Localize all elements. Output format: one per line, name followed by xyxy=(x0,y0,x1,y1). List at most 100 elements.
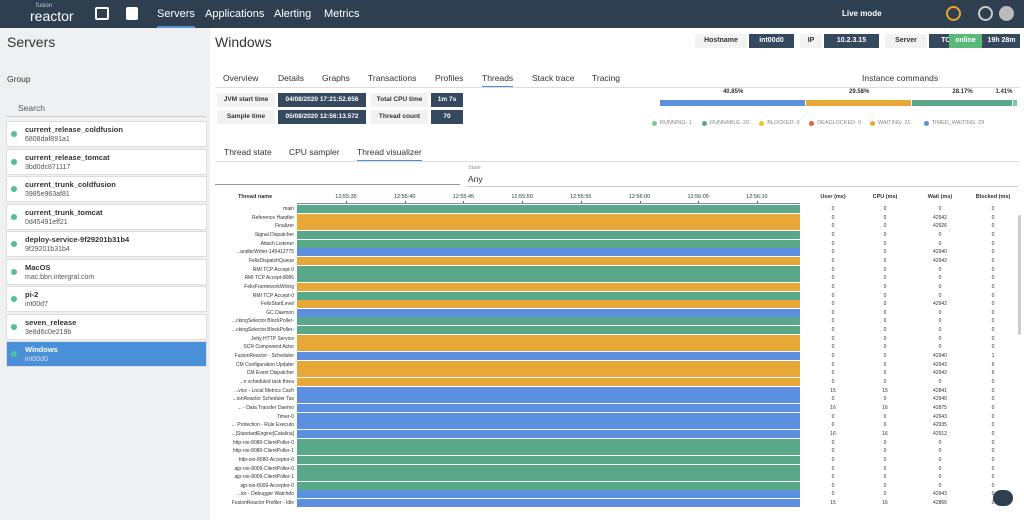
thread-metric: 0 xyxy=(831,309,835,316)
thread-metric: 0 xyxy=(991,439,995,446)
help-icon[interactable] xyxy=(978,6,993,21)
thread-name: ...tor - Debugger Watchdo xyxy=(236,491,294,498)
thread-metric: 0 xyxy=(831,283,835,290)
thread-metric: 0 xyxy=(883,413,887,420)
clock-icon[interactable] xyxy=(946,6,961,21)
server-item[interactable] xyxy=(6,148,207,175)
search-box[interactable] xyxy=(215,170,460,185)
thread-metric: 42942 xyxy=(933,370,947,377)
thread-metric: 0 xyxy=(831,439,835,446)
nav-item[interactable]: Applications xyxy=(205,8,265,20)
subtab[interactable]: Thread state xyxy=(224,147,272,157)
thread-name: http-nio-8080-ClientPoller-0 xyxy=(232,439,294,446)
server-item[interactable] xyxy=(6,341,207,367)
thread-metric: 0 xyxy=(991,335,995,342)
col-header: User (ms) xyxy=(820,194,846,200)
tab[interactable]: Stack trace xyxy=(532,73,575,83)
thread-metric: 0 xyxy=(831,465,835,472)
time-axis xyxy=(297,203,800,204)
instance-commands[interactable]: Instance commands xyxy=(862,73,939,83)
chat-button[interactable] xyxy=(993,490,1013,506)
tab[interactable]: Tracing xyxy=(592,73,621,83)
thread-name: ajp-nio-8009-ClientPoller-0 xyxy=(234,465,294,472)
nav-item[interactable]: Alerting xyxy=(274,8,312,20)
nav-item[interactable]: Metrics xyxy=(324,8,360,20)
tab[interactable]: Graphs xyxy=(322,73,350,83)
tab[interactable]: Details xyxy=(278,73,304,83)
thread-name: Finalizer xyxy=(275,223,294,230)
status: online xyxy=(949,34,982,48)
search-label[interactable]: Search xyxy=(18,103,45,113)
server-item[interactable] xyxy=(6,231,207,257)
thread-metric: 0 xyxy=(991,318,995,325)
server-item[interactable] xyxy=(6,203,207,230)
thread-metric: 0 xyxy=(938,335,942,342)
thread-name: SCR Component Actor xyxy=(243,344,294,351)
avatar[interactable] xyxy=(999,6,1014,21)
thread-metric: 0 xyxy=(938,292,942,299)
server-item[interactable] xyxy=(6,286,207,312)
thread-name: ... - Data Transfer Daemo xyxy=(237,404,294,411)
thread-metric: 0 xyxy=(991,223,995,230)
thread-metric: 0 xyxy=(991,283,995,290)
col-header: Wait (ms) xyxy=(927,194,953,200)
thread-name: Timer-0 xyxy=(276,413,294,420)
server-item[interactable] xyxy=(6,176,207,202)
thread-state-bar xyxy=(297,300,800,309)
thread-state-bar xyxy=(297,343,800,352)
thread-state-bar xyxy=(297,490,800,499)
subtab[interactable]: CPU sampler xyxy=(289,147,340,157)
live-mode[interactable]: Live mode xyxy=(842,9,882,18)
notes-icon[interactable] xyxy=(126,7,138,20)
time-tick-mark xyxy=(404,201,406,204)
scrollbar[interactable] xyxy=(1018,215,1021,335)
time-tick: 12:55:50 xyxy=(511,194,533,200)
thread-metric: 0 xyxy=(991,413,995,420)
server-item[interactable] xyxy=(6,121,207,147)
server-item[interactable] xyxy=(6,313,207,340)
time-tick: 12:55:40 xyxy=(393,194,416,200)
tab[interactable]: Threads xyxy=(482,73,514,88)
thread-state-bar xyxy=(297,230,800,239)
thread-metric: 0 xyxy=(831,456,835,463)
server-name: seven_release xyxy=(25,317,77,327)
thread-name: ...vice - Local Metrics Cach xyxy=(233,387,294,394)
thread-metric: 42875 xyxy=(933,404,947,411)
thread-name: ajp-nio-8009-ClientPoller-1 xyxy=(234,474,294,481)
thread-metric: 0 xyxy=(883,474,887,481)
thread-state-bar xyxy=(297,352,800,361)
status-dot xyxy=(11,241,17,247)
thread-state-bar xyxy=(297,274,800,283)
tab[interactable]: Overview xyxy=(223,73,259,83)
thread-metric: 16 xyxy=(830,430,836,437)
thread-state-bar xyxy=(297,256,800,265)
thread-metric: 15 xyxy=(830,387,836,394)
server-item[interactable] xyxy=(6,258,207,285)
thread-state-bar xyxy=(297,429,800,438)
state-value[interactable]: Any xyxy=(468,174,483,184)
thread-name: main xyxy=(283,206,294,212)
tab[interactable]: Profiles xyxy=(435,73,464,83)
status-dot xyxy=(11,131,17,137)
server-name: deploy-service-9f29201b31b4 xyxy=(25,235,130,244)
legend-text: TIMED_WAITING: 29 xyxy=(931,120,985,126)
thread-metric: 0 xyxy=(938,318,942,325)
nav-item[interactable]: Servers xyxy=(157,8,195,28)
server-name: current_release_tomcat xyxy=(25,152,110,162)
thread-metric: 42940 xyxy=(933,396,947,403)
server-name: current_trunk_coldfusion xyxy=(25,180,116,189)
subtab[interactable]: Thread visualizer xyxy=(357,147,422,162)
thread-state-bar xyxy=(297,447,800,456)
state-segment xyxy=(806,100,913,106)
thread-metric: 0 xyxy=(831,370,835,377)
thread-metric: 15 xyxy=(882,387,888,394)
thread-name: FusionReactor - Scheduler xyxy=(234,353,294,360)
tab[interactable]: Transactions xyxy=(368,73,417,83)
summary-value: 70 xyxy=(431,110,463,124)
dashboard-icon[interactable] xyxy=(95,7,109,20)
thread-metric: 0 xyxy=(938,456,942,463)
thread-state-bar xyxy=(297,205,800,214)
thread-metric: 0 xyxy=(883,361,887,368)
server-id: 3bd0dc871117 xyxy=(25,163,71,171)
